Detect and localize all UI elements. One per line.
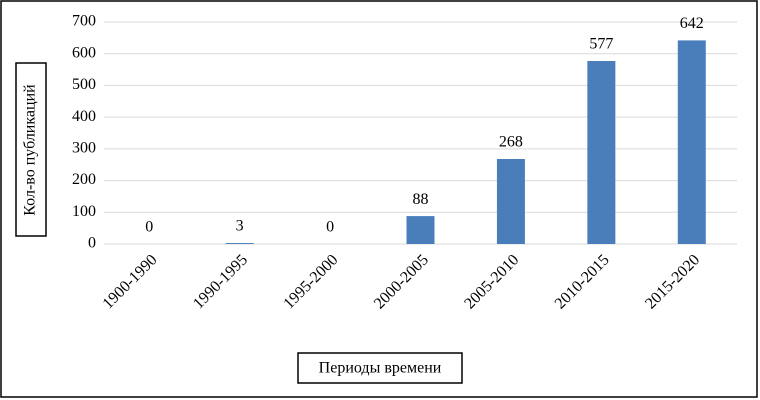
y-tick-label: 500 (72, 76, 96, 93)
bar (587, 61, 616, 244)
x-label-box (297, 352, 463, 384)
bar (225, 243, 254, 244)
data-label: 3 (236, 218, 244, 235)
y-tick-label: 600 (72, 44, 96, 61)
y-axis-label: Кол-во публикаций (22, 84, 39, 216)
data-label: 268 (499, 134, 523, 151)
y-tick-label: 100 (72, 203, 96, 220)
y-tick-label: 300 (72, 140, 96, 157)
data-label: 0 (326, 219, 334, 236)
y-tick-label: 200 (72, 171, 96, 188)
y-tick-label: 0 (88, 235, 96, 252)
data-label: 577 (589, 36, 613, 53)
x-axis-label: Периоды времени (319, 360, 442, 377)
bar (496, 159, 525, 244)
bar (677, 40, 706, 244)
y-label-box (15, 62, 47, 237)
y-tick-label: 400 (72, 108, 96, 125)
data-label: 88 (413, 191, 429, 208)
bar (406, 216, 435, 244)
data-label: 0 (145, 219, 153, 236)
y-tick-label: 700 (72, 13, 96, 30)
data-label: 642 (680, 15, 704, 32)
